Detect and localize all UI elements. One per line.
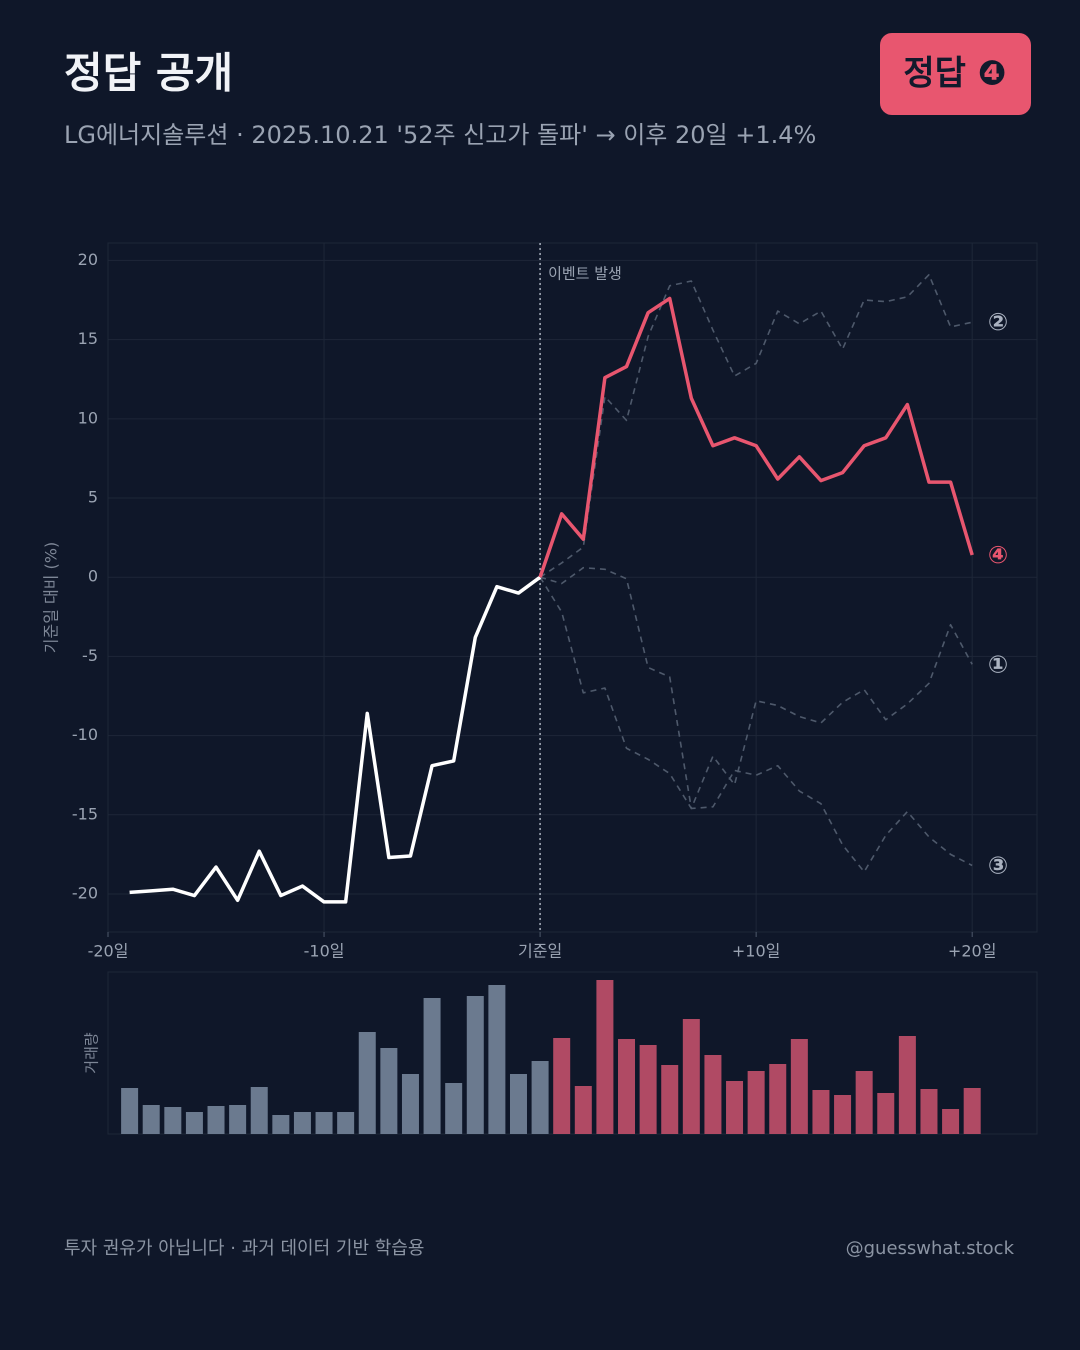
price-line — [129, 575, 542, 904]
answer-badge — [880, 33, 1031, 115]
volume-frame — [107, 971, 1038, 1135]
footer-note: 투자 권유가 아닙니다 · 과거 데이터 기반 학습용 — [64, 1238, 424, 1259]
x-tick-label: 기준일 — [518, 942, 562, 961]
volume-bar — [682, 1019, 700, 1134]
y-tick-label: 5 — [88, 488, 98, 507]
price-line — [539, 576, 973, 810]
price-line — [539, 566, 973, 873]
series-end-label: ③ — [988, 851, 1008, 879]
volume-bar — [553, 1038, 571, 1134]
x-tick-label: -10일 — [304, 942, 345, 961]
price-line — [539, 273, 973, 578]
volume-bar — [337, 1112, 355, 1134]
volume-bar — [790, 1039, 808, 1134]
volume-bar — [963, 1088, 981, 1134]
volume-bar — [250, 1087, 268, 1134]
volume-bar — [661, 1065, 679, 1134]
volume-bar — [704, 1055, 722, 1134]
volume-bar — [877, 1093, 895, 1134]
volume-bar — [293, 1112, 311, 1134]
y-tick-label: 0 — [88, 567, 98, 586]
y-tick-label: -20 — [72, 883, 98, 902]
x-tick-label: +10일 — [732, 942, 781, 961]
series-end-label: ① — [988, 650, 1008, 678]
volume-bar — [488, 985, 506, 1134]
title: 정답 공개 — [64, 49, 233, 98]
volume-bar — [898, 1036, 916, 1134]
x-tick-label: +20일 — [948, 942, 997, 961]
volume-bar — [769, 1064, 787, 1134]
series-end-label: ④ — [988, 541, 1008, 569]
y-tick-label: 15 — [78, 329, 98, 348]
y-tick-label: -15 — [72, 804, 98, 823]
x-tick-label: -20일 — [88, 942, 129, 961]
volume-bar — [812, 1090, 830, 1134]
volume-bar — [229, 1105, 247, 1134]
y-axis-label: 거래량 — [83, 1032, 101, 1074]
volume-bar — [401, 1074, 419, 1134]
volume-bar — [531, 1061, 549, 1134]
series-end-label: ② — [988, 308, 1008, 336]
volume-bar — [380, 1048, 398, 1134]
volume-bar — [639, 1045, 657, 1134]
volume-bar — [618, 1039, 636, 1134]
y-tick-label: -5 — [82, 646, 98, 665]
volume-bar — [596, 980, 614, 1134]
y-tick-label: 10 — [78, 408, 98, 427]
volume-bar — [445, 1083, 463, 1134]
volume-bar — [207, 1106, 225, 1134]
subtitle: LG에너지솔루션 · 2025.10.21 '52주 신고가 돌파' → 이후 … — [64, 121, 816, 149]
badge-text: 정답 ❹ — [903, 54, 1006, 94]
footer-handle: @guesswhat.stock — [846, 1238, 1015, 1259]
volume-bar — [920, 1089, 938, 1134]
y-tick-label: 20 — [78, 250, 98, 269]
volume-bar — [466, 996, 484, 1134]
y-tick-label: -10 — [72, 725, 98, 744]
volume-bar — [747, 1071, 765, 1134]
volume-bar — [315, 1112, 333, 1134]
volume-bar — [423, 998, 441, 1134]
volume-bar — [509, 1074, 527, 1134]
volume-bar — [185, 1112, 203, 1134]
volume-bar — [142, 1105, 160, 1134]
event-annotation: 이벤트 발생 — [548, 265, 622, 283]
volume-bar — [574, 1086, 592, 1134]
volume-bar — [121, 1088, 139, 1134]
volume-bar — [855, 1071, 873, 1134]
volume-bar — [834, 1095, 852, 1134]
y-axis-label: 기준일 대비 (%) — [42, 542, 61, 653]
volume-bar — [942, 1109, 960, 1134]
volume-bar — [272, 1115, 290, 1134]
price-line — [538, 296, 974, 578]
volume-bar — [726, 1081, 744, 1134]
volume-bar — [164, 1107, 182, 1134]
volume-bar — [358, 1032, 376, 1134]
